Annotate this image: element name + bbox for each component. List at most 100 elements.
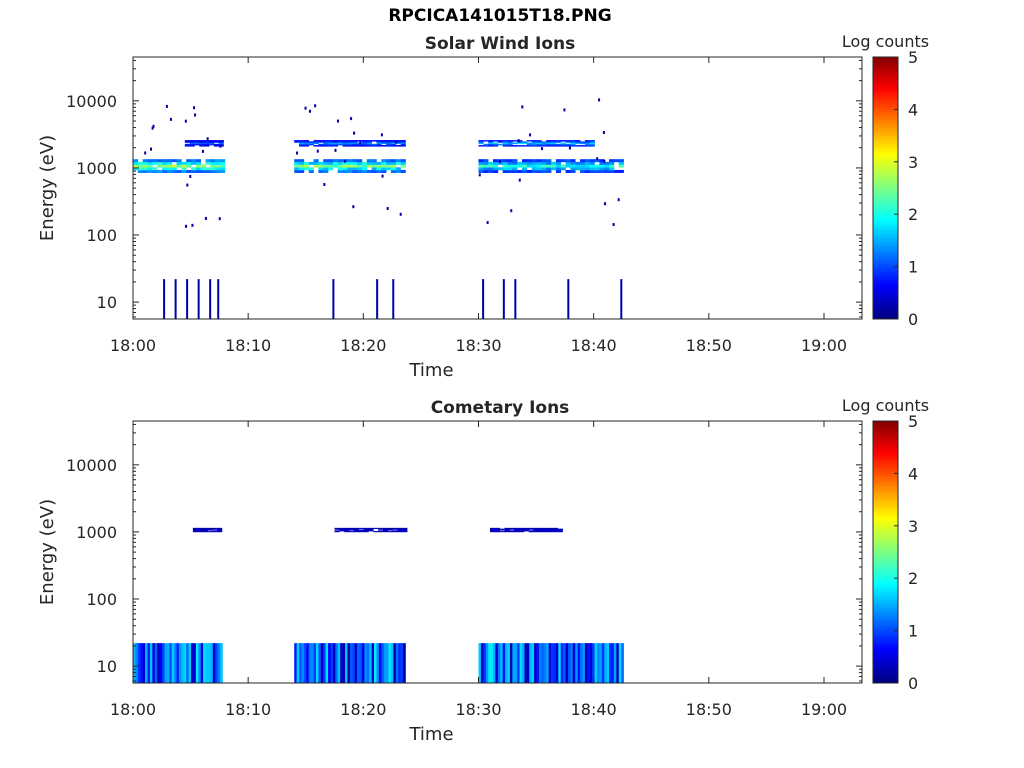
colorbar-segment [873, 596, 898, 600]
colorbar-segment [873, 156, 898, 160]
colorbar-segment [873, 127, 898, 131]
low-energy-bin [352, 643, 355, 683]
colorbar-segment [873, 434, 898, 438]
low-energy-bin [490, 643, 494, 683]
spectrogram-bin [522, 161, 528, 165]
spectrogram-bin [213, 141, 219, 143]
spectrogram-bin [580, 142, 586, 145]
spectrogram-bin [212, 527, 218, 529]
spectrogram-bin [390, 140, 397, 142]
spectrogram-bin [531, 145, 537, 147]
spectrogram-bin [358, 530, 364, 532]
colorbar-segment [873, 64, 898, 68]
spectrogram-bin [502, 161, 508, 165]
low-energy-bin [215, 643, 218, 683]
colorbar-segment [873, 240, 898, 244]
spectrogram-bin [308, 141, 314, 143]
spectrogram-bin [504, 528, 510, 530]
single-count [510, 209, 513, 213]
colorbar-segment [873, 85, 898, 89]
spectrogram-bin [189, 141, 195, 143]
spectrogram-bin [371, 161, 377, 165]
spectrogram-bin [192, 530, 199, 532]
single-count [165, 104, 168, 108]
spectrogram-bin [512, 159, 518, 163]
spectrogram-bin [499, 529, 505, 531]
spectrogram-bin [502, 164, 508, 168]
spectrogram-bin [191, 167, 197, 171]
low-energy-bin [548, 643, 552, 683]
spectrogram-bin [478, 140, 484, 142]
spectrogram-bin [357, 169, 363, 173]
low-energy-bin [311, 643, 314, 683]
colorbar-segment [873, 185, 898, 189]
spectrogram-bin [337, 167, 343, 171]
colorbar-segment [873, 146, 898, 150]
spectrogram-bin [382, 527, 389, 529]
colorbar-segment [873, 59, 898, 63]
spectrogram-bin [514, 530, 520, 532]
spectrogram-bin [609, 159, 615, 163]
colorbar-segment [873, 109, 898, 113]
low-energy-bin [621, 643, 624, 683]
spectrogram-bin [368, 528, 374, 530]
spectrogram-bin [347, 169, 353, 173]
spectrogram-bin [490, 530, 496, 532]
spectrogram-bin [522, 142, 528, 145]
colorbar-segment [873, 565, 898, 569]
spectrogram-bin [526, 145, 533, 147]
colorbar-segment [873, 607, 898, 611]
spectrogram-bin [217, 530, 223, 532]
spectrogram-bin [560, 164, 566, 168]
spectrogram-bin [584, 169, 591, 173]
spectrogram-bin [303, 145, 310, 147]
spectrogram-bin [192, 529, 199, 531]
low-energy-bin [354, 643, 358, 683]
low-energy-bin [567, 643, 571, 683]
colorbar-segment [873, 549, 898, 553]
low-energy-bin [509, 643, 513, 683]
spectrogram-bin [186, 164, 192, 168]
spectrogram-bin [618, 161, 624, 165]
low-energy-bin [592, 643, 595, 683]
spectrogram-bin [197, 530, 203, 532]
spectrogram-bin [584, 143, 591, 146]
spectrogram-bin [204, 140, 210, 142]
spectrogram-bin [522, 169, 528, 173]
spectrogram-bin [584, 141, 591, 143]
spectrogram-bin [493, 143, 499, 146]
spectrogram-bin [162, 159, 168, 163]
low-energy-bin [500, 643, 503, 683]
colorbar-tick-label: 5 [908, 48, 918, 67]
spectrogram-bin [575, 141, 581, 143]
spectrogram-bin [205, 159, 211, 163]
spectrogram-bin [531, 161, 537, 165]
spectrogram-bin [555, 145, 562, 147]
spectrogram-bin [361, 164, 368, 168]
low-energy-bin [149, 643, 153, 683]
spectrogram-bin [308, 167, 314, 171]
colorbar-segment [873, 106, 898, 110]
single-count [604, 202, 607, 206]
spectrogram-bin [541, 143, 547, 146]
spectrogram-bin [166, 169, 172, 173]
spectrogram-bin [519, 528, 525, 530]
spectrogram-bin [344, 531, 350, 533]
spectrogram-bin [347, 141, 353, 143]
colorbar-segment [873, 201, 898, 205]
spectrogram-bin [517, 169, 523, 173]
low-energy-bin [575, 643, 578, 683]
spectrogram-bin [162, 169, 168, 173]
spectrogram-bin [504, 531, 510, 533]
spectrogram-bin [522, 141, 528, 143]
x-tick-label: 18:10 [225, 700, 271, 719]
spectrogram-bin [531, 169, 537, 173]
spectrogram-bin [337, 141, 343, 143]
colorbar-segment [873, 305, 898, 310]
colorbar-segment [873, 444, 898, 448]
spectrogram-bin [560, 167, 566, 171]
colorbar-segment [873, 80, 898, 84]
spectrogram-bin [402, 529, 408, 531]
spectrogram-bin [371, 143, 377, 146]
